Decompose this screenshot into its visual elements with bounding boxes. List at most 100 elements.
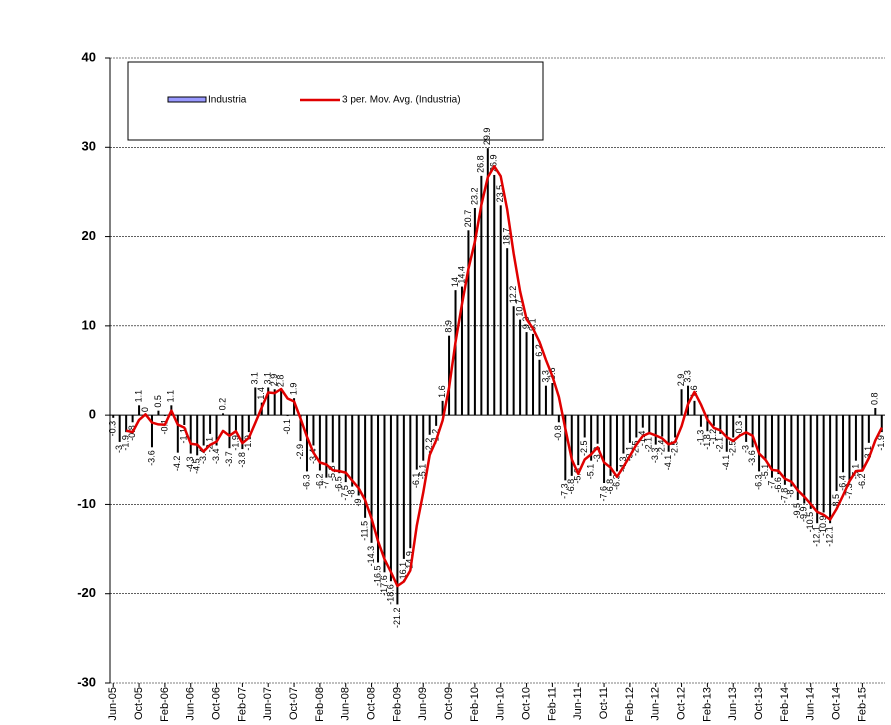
bar [680, 389, 683, 416]
x-tick-label: Oct-13 [753, 687, 765, 720]
y-tick-label: 0 [89, 407, 96, 422]
value-label: -10.5 [805, 512, 815, 533]
bar [719, 415, 722, 434]
value-label: 6.2 [534, 344, 544, 357]
bar [532, 333, 535, 416]
value-label: -6.6 [773, 477, 783, 493]
bar [247, 415, 250, 433]
bar [687, 385, 690, 416]
x-tick-label: Feb-15 [856, 687, 868, 722]
value-label: -3.4 [198, 449, 208, 465]
bar [396, 415, 399, 605]
bar [777, 415, 780, 475]
bar [544, 385, 547, 416]
bar [454, 290, 457, 416]
value-label: -6.4 [837, 475, 847, 491]
x-tick-label: Feb-07 [236, 687, 248, 722]
bar [732, 415, 735, 438]
bar [499, 205, 502, 416]
bar [842, 415, 845, 473]
bar [493, 174, 496, 416]
value-label: 26.9 [489, 154, 499, 172]
value-label: -4.5 [192, 458, 202, 474]
value-label: -3.6 [146, 450, 156, 466]
bar [163, 415, 166, 417]
value-label: 29.9 [482, 128, 492, 146]
bar [448, 335, 451, 416]
bar [609, 415, 612, 476]
moving-average-line [125, 165, 883, 588]
value-label: -3 [114, 445, 124, 453]
value-label: -4.1 [721, 455, 731, 471]
x-tick-label: Feb-10 [469, 687, 481, 722]
bar [751, 415, 754, 448]
bar [157, 410, 160, 416]
value-label: -1.2 [431, 429, 441, 445]
bar [383, 415, 386, 573]
bar [118, 415, 121, 442]
value-label: 2.8 [276, 375, 286, 388]
bar [351, 415, 354, 487]
value-label: -5.1 [418, 464, 428, 480]
bar [706, 415, 709, 432]
legend-label: 3 per. Mov. Avg. (Industria) [342, 95, 461, 106]
value-label: -17.6 [379, 575, 389, 596]
value-label: -0.1 [282, 419, 292, 435]
x-tick-label: Jun-11 [572, 687, 584, 720]
value-label: 23.2 [469, 187, 479, 205]
value-label: -6.3 [611, 474, 621, 490]
value-label: 10.7 [514, 299, 524, 317]
x-tick-label: Jun-14 [805, 687, 817, 721]
bar [215, 415, 218, 446]
value-label: -0.8 [553, 425, 563, 441]
bar [196, 415, 199, 456]
value-label: -6.8 [605, 479, 615, 495]
bar [641, 415, 644, 428]
value-label: -11.5 [359, 521, 369, 541]
x-tick-label: Oct-09 [443, 687, 455, 720]
value-label: -6.3 [753, 474, 763, 490]
bar [254, 387, 257, 416]
bar [377, 415, 380, 563]
bar [667, 415, 670, 452]
bar [758, 415, 761, 472]
value-label: -4.2 [172, 456, 182, 472]
bar [590, 415, 593, 461]
bar [325, 415, 328, 478]
value-label: -1.1 [179, 428, 189, 444]
value-label: -6.5 [334, 476, 344, 492]
bar [312, 415, 315, 446]
bar [441, 400, 444, 416]
value-label: -1.9 [121, 435, 131, 451]
bar [615, 415, 618, 472]
x-tick-label: Feb-06 [159, 687, 171, 722]
y-tick-label: 20 [82, 228, 96, 243]
bar [202, 415, 205, 446]
bar [344, 415, 347, 483]
bar [176, 415, 179, 453]
value-label: 1.4 [256, 387, 266, 400]
bar [370, 415, 373, 543]
bar [209, 415, 212, 434]
value-label: -7.3 [844, 483, 854, 499]
x-tick-label: Jun-06 [185, 687, 197, 721]
x-tick-label: Jun-10 [495, 687, 507, 721]
bar [648, 415, 651, 434]
value-label: -7.5 [340, 485, 350, 501]
value-label: -9 [353, 499, 363, 507]
value-label: -8 [347, 490, 357, 498]
value-label: -12.1 [824, 526, 834, 547]
x-tick-label: Feb-12 [624, 687, 636, 722]
x-tick-label: Feb-14 [779, 687, 791, 722]
y-tick-label: -10 [77, 496, 96, 511]
bar [512, 306, 515, 416]
value-label: -1.8 [702, 434, 712, 450]
value-label: 1.1 [133, 390, 143, 403]
value-label: -2.1 [644, 437, 654, 453]
value-label: -2.2 [424, 438, 434, 454]
value-label: -6.8 [566, 479, 576, 495]
bar [654, 415, 657, 445]
value-label: 0.8 [870, 392, 880, 405]
value-label: -4.3 [185, 457, 195, 473]
bar [486, 148, 489, 416]
